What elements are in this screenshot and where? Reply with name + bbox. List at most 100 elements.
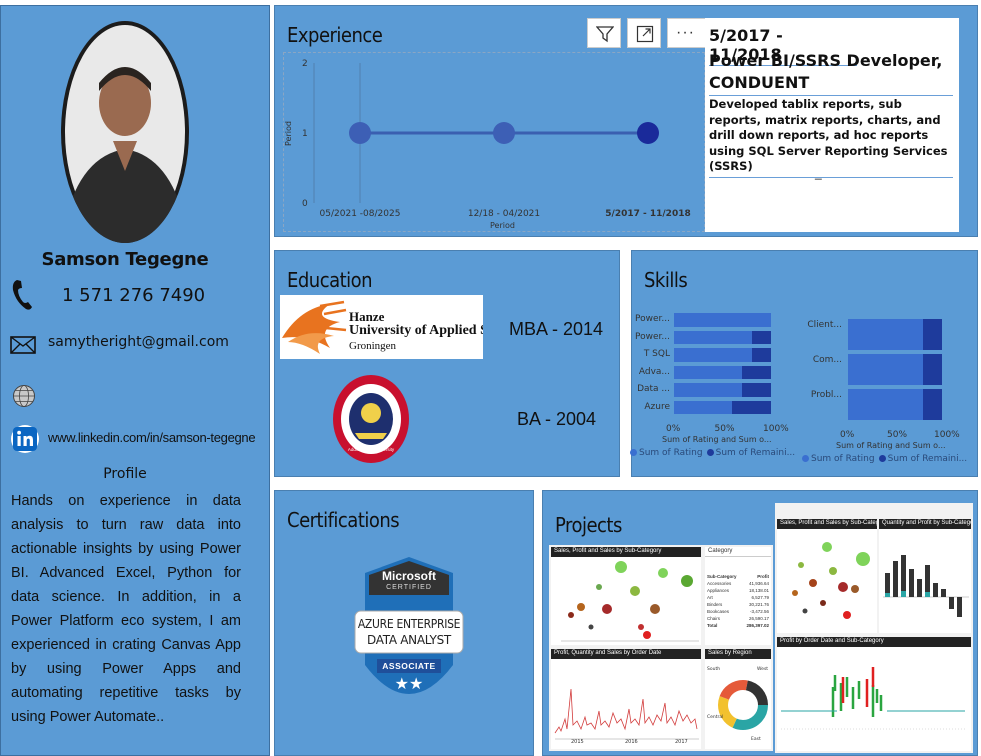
skill-bar-rating[interactable] xyxy=(674,330,752,344)
badge-line2: DATA ANALYST xyxy=(367,633,451,647)
experience-y-tick: 2 xyxy=(302,59,308,69)
legend-label: Sum of Rating xyxy=(811,454,875,464)
table-cell: Appliances xyxy=(707,588,730,593)
experience-period: 5/2017 - 11/2018 xyxy=(709,26,857,66)
thumb2-bars: Quantity and Profit by Sub-Category xyxy=(879,519,971,633)
profile-panel: Samson Tegegne 1 571 276 7490 samytherig… xyxy=(0,5,270,756)
linkedin-link[interactable]: www.linkedin.com/in/samson-tegegne xyxy=(48,430,256,445)
hanze-logo: Hanze University of Applied S Groningen xyxy=(280,295,483,359)
skill-legend: Sum of Rating Sum of Remaini... xyxy=(802,454,971,464)
focus-mode-icon xyxy=(636,25,654,48)
table-row: Accessories 41,936.64 xyxy=(707,580,769,587)
table-cell: 30,221.76 xyxy=(748,602,769,607)
legend-label: Sum of Remaini... xyxy=(715,448,796,458)
projects-panel: Projects Sales, Profit and Sales by Sub-… xyxy=(542,490,978,756)
skills-chart-left[interactable]: Power... Power... T SQL Adva... Data ... Azur… xyxy=(630,305,802,475)
skills-panel: Skills Power... Power... T SQL Adva... Data … xyxy=(630,250,978,477)
skill-bar-rating[interactable] xyxy=(674,348,752,362)
skill-label: T SQL xyxy=(643,349,670,359)
education-panel: Education Hanze University of Applied S … xyxy=(274,250,620,477)
legend-dot xyxy=(802,455,809,462)
skill-bar-remaining[interactable] xyxy=(923,354,942,385)
globe-icon xyxy=(12,384,36,413)
hanze-line2: University of Applied S xyxy=(349,323,483,338)
thumb1-line: Profit, Quantity and Sales by Order Date… xyxy=(551,649,701,749)
experience-point[interactable] xyxy=(493,122,515,144)
skill-label: Data ... xyxy=(637,384,670,394)
certification-badge[interactable]: Microsoft CERTIFIED AZURE ENTERPRISE DAT… xyxy=(347,555,471,715)
degree-mba: MBA - 2014 xyxy=(509,319,604,339)
skill-x-tick: 0% xyxy=(840,430,855,440)
experience-point[interactable] xyxy=(637,122,659,144)
skill-x-tick: 0% xyxy=(666,424,681,434)
mail-icon xyxy=(10,336,36,359)
aau-seal-text: Addis Ababa University xyxy=(347,447,395,452)
linkedin-icon[interactable] xyxy=(10,424,40,459)
skill-label: Probl... xyxy=(810,390,842,400)
table-cell: Total xyxy=(707,623,718,628)
table-row: Sub-Category Profit xyxy=(707,573,769,580)
skill-x-tick: 100% xyxy=(934,430,960,440)
profile-summary: Hands on experience in data analysis to … xyxy=(11,493,241,725)
skill-label: Com... xyxy=(812,355,842,365)
table-row: Bookcases -3,472.56 xyxy=(707,608,769,615)
skill-bar-remaining[interactable] xyxy=(732,400,771,414)
filter-button[interactable] xyxy=(587,18,621,48)
badge-stars: ★★ xyxy=(394,676,424,693)
experience-detail-card: 5/2017 - 11/2018 Power BI/SSRS Developer… xyxy=(705,18,959,232)
skill-legend: Sum of Rating Sum of Remaini... xyxy=(630,448,799,458)
skill-bar-rating[interactable] xyxy=(674,313,771,327)
table-row: Total 286,397.02 xyxy=(707,622,769,629)
legend-label: Sum of Rating xyxy=(639,448,703,458)
thumb2-scatter: Sales, Profit and Sales by Sub-Category xyxy=(777,519,877,633)
experience-x-tick: 12/18 - 04/2021 xyxy=(468,209,540,219)
skill-label: Azure xyxy=(644,401,670,412)
experience-chart[interactable]: 2 1 0 05/2021 -08/2025 12/18 - 04/2021 5/2017… xyxy=(283,52,705,232)
skill-label: Power... xyxy=(635,331,670,342)
phone-number: 1 571 276 7490 xyxy=(62,285,206,306)
table-cell: Accessories xyxy=(707,581,732,586)
skill-bar-remaining[interactable] xyxy=(741,383,771,397)
more-options-button[interactable]: ··· xyxy=(667,18,707,48)
email-link[interactable]: samytheright@gmail.com xyxy=(48,334,229,350)
skill-bar-remaining[interactable] xyxy=(751,348,771,362)
skill-bar-rating[interactable] xyxy=(674,383,742,397)
table-cell: 41,936.64 xyxy=(748,581,769,586)
skill-bar-remaining[interactable] xyxy=(751,330,771,344)
badge-brand: Microsoft xyxy=(382,569,436,583)
table-cell: Chairs xyxy=(707,616,721,621)
experience-point[interactable] xyxy=(349,122,371,144)
skill-bar-rating[interactable] xyxy=(848,354,924,385)
table-cell: 18,138.01 xyxy=(748,588,769,593)
experience-role: Power BI/SSRS Developer, CONDUENT xyxy=(709,50,953,96)
skill-bar-rating[interactable] xyxy=(674,365,742,379)
legend-dot xyxy=(630,449,637,456)
badge-line1: AZURE ENTERPRISE xyxy=(357,617,461,631)
certifications-title: Certifications xyxy=(287,508,400,532)
profile-photo xyxy=(61,21,189,243)
skill-bar-rating[interactable] xyxy=(848,319,924,350)
focus-mode-button[interactable] xyxy=(627,18,661,48)
table-cell: Profit xyxy=(757,574,769,579)
legend-label: Sum of Remaini... xyxy=(887,454,968,464)
skill-bar-rating[interactable] xyxy=(848,389,924,420)
skills-chart-right[interactable]: Client... Com... Probl... 0% 50% 100% Sum of R… xyxy=(802,305,976,475)
more-options-icon: ··· xyxy=(676,24,695,41)
table-cell: Bookcases xyxy=(707,609,730,614)
skill-bar-remaining[interactable] xyxy=(923,389,942,420)
experience-x-tick: 5/2017 - 11/2018 xyxy=(605,209,690,219)
experience-y-label: Period xyxy=(283,121,293,146)
thumb1-scatter: Sales, Profit and Sales by Sub-Category xyxy=(551,547,701,645)
certifications-panel: Certifications Microsoft CERTIFIED AZURE… xyxy=(274,490,534,756)
skill-bar-remaining[interactable] xyxy=(923,319,942,350)
project-thumbnail-1[interactable]: Sales, Profit and Sales by Sub-Category … xyxy=(549,545,773,751)
skill-bar-rating[interactable] xyxy=(674,400,733,414)
skill-label: Power... xyxy=(635,314,670,324)
table-row: Binders 30,221.76 xyxy=(707,601,769,608)
table-cell: -3,472.56 xyxy=(749,609,769,614)
table-row: Chairs 26,590.17 xyxy=(707,615,769,622)
project-thumbnail-2[interactable]: Sales, Profit and Sales by Sub-Category … xyxy=(775,503,973,753)
badge-certified: CERTIFIED xyxy=(386,584,432,591)
skill-bar-remaining[interactable] xyxy=(741,365,771,379)
skill-x-tick: 50% xyxy=(887,430,908,440)
